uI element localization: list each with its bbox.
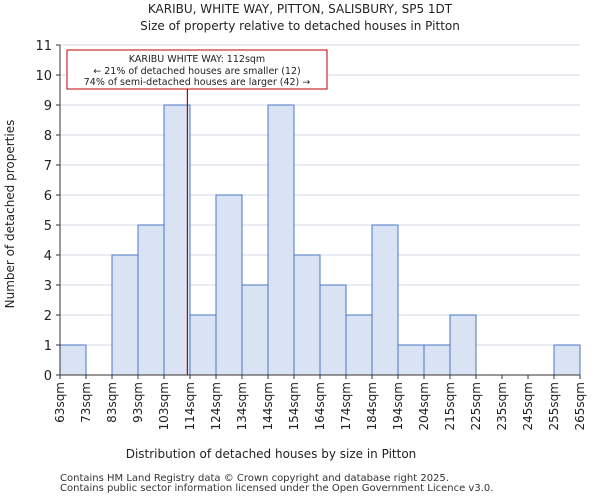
x-tick-label: 204sqm — [417, 382, 431, 430]
y-tick-label: 5 — [44, 219, 52, 234]
bar — [137, 224, 165, 376]
y-tick-label: 8 — [44, 129, 52, 144]
x-tick-labels: 63sqm 73sqm 83sqm 93sqm 103sqm 114sqm 124sqm 13… — [53, 375, 587, 430]
annotation-box: KARIBU WHITE WAY: 112sqm ← 21% of detach… — [66, 49, 328, 90]
x-tick-label: 114sqm — [183, 382, 197, 430]
x-tick-label: 93sqm — [131, 382, 145, 423]
x-tick-label: 194sqm — [391, 382, 405, 430]
y-tick-label: 10 — [35, 69, 52, 84]
x-tick-label: 174sqm — [339, 382, 353, 430]
bars — [59, 104, 581, 376]
annotation-frame — [66, 49, 328, 90]
bar — [371, 224, 399, 376]
annotation-line-3: 74% of semi-detached houses are larger (… — [84, 77, 311, 88]
chart-title: KARIBU, WHITE WAY, PITTON, SALISBURY, SP… — [147, 2, 453, 16]
x-tick-label: 245sqm — [521, 382, 535, 430]
bar — [345, 314, 373, 376]
annotation-line-1: KARIBU WHITE WAY: 112sqm — [129, 54, 265, 65]
bar — [553, 344, 581, 376]
x-tick-label: 134sqm — [235, 382, 249, 430]
bar — [215, 194, 243, 376]
y-axis-label: Number of detached properties — [3, 120, 17, 309]
bar — [189, 314, 217, 376]
bar — [319, 284, 347, 376]
bar — [449, 314, 477, 376]
x-tick-label: 63sqm — [53, 382, 67, 423]
x-tick-label: 265sqm — [573, 382, 587, 430]
x-tick-label: 164sqm — [313, 382, 327, 430]
x-tick-label: 73sqm — [79, 382, 93, 423]
x-tick-label: 154sqm — [287, 382, 301, 430]
x-tick-label: 103sqm — [157, 382, 171, 430]
bar — [163, 104, 191, 376]
y-tick-label: 6 — [44, 189, 52, 204]
chart-subtitle: Size of property relative to detached ho… — [140, 19, 460, 33]
y-tick-label: 1 — [44, 339, 52, 354]
y-tick-label: 11 — [35, 39, 52, 54]
y-tick-label: 9 — [44, 99, 52, 114]
footer-copyright: Contains HM Land Registry data © Crown c… — [60, 473, 449, 484]
x-tick-label: 255sqm — [547, 382, 561, 430]
x-axis-label: Distribution of detached houses by size … — [126, 447, 417, 461]
x-tick-label: 144sqm — [261, 382, 275, 430]
bar — [397, 344, 425, 376]
x-tick-label: 235sqm — [495, 382, 509, 430]
bar — [293, 254, 321, 376]
bar — [59, 344, 87, 376]
y-tick-label: 3 — [44, 279, 52, 294]
y-tick-label: 2 — [44, 309, 52, 324]
x-tick-label: 215sqm — [443, 382, 457, 430]
x-tick-label: 124sqm — [209, 382, 223, 430]
annotation-line-2: ← 21% of detached houses are smaller (12… — [93, 66, 300, 77]
bar — [111, 254, 139, 376]
bar — [267, 104, 295, 376]
y-tick-labels: 0 1 2 3 4 5 6 7 8 9 10 11 — [35, 39, 52, 384]
y-tick-label: 4 — [44, 249, 52, 264]
x-tick-label: 225sqm — [469, 382, 483, 430]
footer-licence: Contains public sector information licen… — [60, 483, 494, 494]
y-tick-label: 0 — [44, 369, 52, 384]
x-tick-label: 83sqm — [105, 382, 119, 423]
bar — [423, 344, 451, 376]
x-tick-label: 184sqm — [365, 382, 379, 430]
bar — [241, 284, 269, 376]
y-tick-label: 7 — [44, 159, 52, 174]
